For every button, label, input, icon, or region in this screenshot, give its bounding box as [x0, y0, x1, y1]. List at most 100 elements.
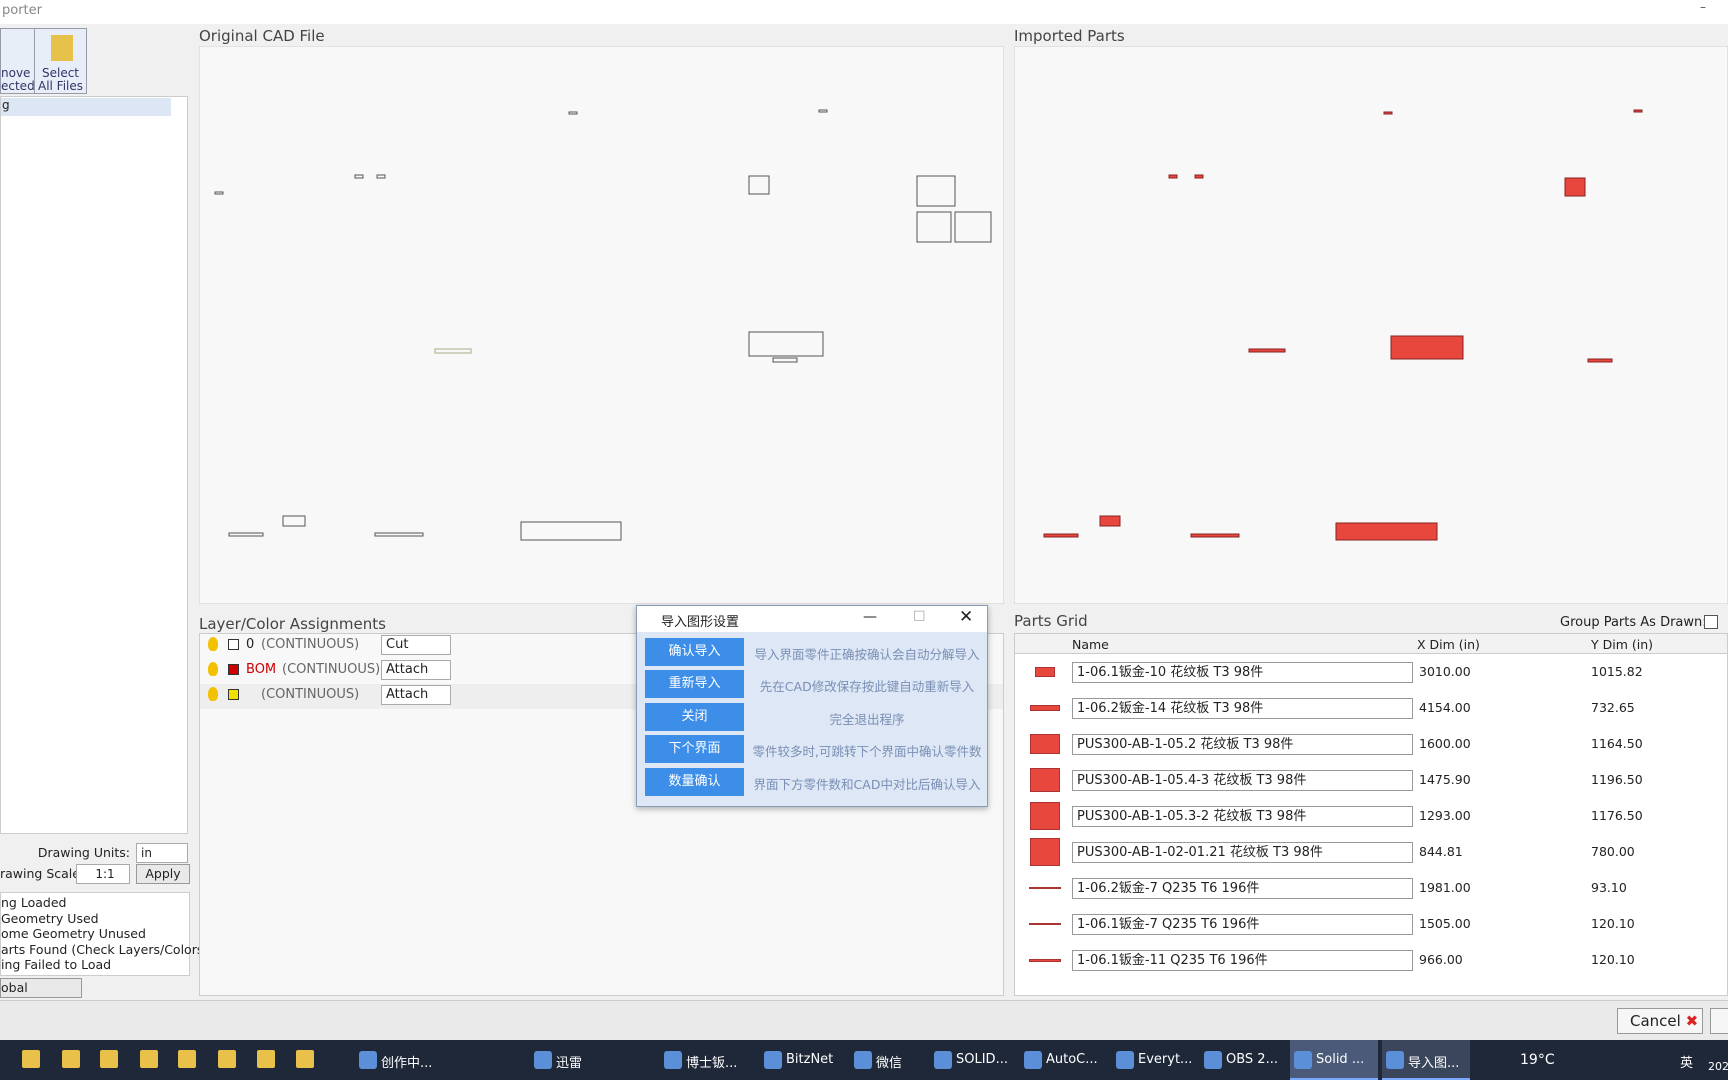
app-label: 创作中... — [381, 1056, 433, 1071]
pinned-icon[interactable] — [100, 1050, 118, 1068]
taskbar-app[interactable]: OBS 2... — [1200, 1040, 1288, 1080]
cancel-button[interactable]: Cancel ✖ — [1617, 1008, 1703, 1034]
x-dim: 1600.00 — [1419, 736, 1471, 751]
status-list: ng Loaded Geometry Used ome Geometry Unuse… — [0, 892, 208, 976]
minimize[interactable]: – — [1700, 0, 1706, 14]
status-item: ing Failed to Load — [1, 957, 112, 972]
taskbar-app[interactable]: 博士钣... — [660, 1040, 748, 1080]
group-label: Group Parts As Drawn: — [1560, 615, 1707, 630]
app-label: 迅雷 — [556, 1056, 583, 1071]
part-swatch — [1030, 705, 1060, 711]
part-swatch — [1030, 734, 1060, 754]
y-dim: 93.10 — [1591, 880, 1627, 895]
ok-button[interactable] — [1710, 1008, 1728, 1034]
apply-button[interactable]: Apply — [136, 864, 190, 884]
y-dim: 1196.50 — [1591, 772, 1643, 787]
bulb — [208, 662, 218, 676]
app-icon — [1386, 1051, 1404, 1069]
dialog-button[interactable]: 确认导入 — [645, 638, 744, 666]
units-label: Drawing Units: — [37, 845, 130, 860]
app-icon — [934, 1051, 952, 1069]
pane-title: Imported Parts — [1014, 27, 1125, 45]
pinned-icon[interactable] — [140, 1050, 158, 1068]
layer-name: 0 — [246, 637, 255, 652]
select-all-button[interactable]: Select All Files — [34, 28, 87, 94]
taskbar-app[interactable]: AutoC... — [1020, 1040, 1108, 1080]
part-name[interactable]: 1-06.1钣金-10 花纹板 T3 98件 — [1072, 662, 1413, 683]
scale-input[interactable]: 1:1 — [76, 864, 130, 884]
swatch — [228, 689, 239, 700]
taskbar-app[interactable]: 创作中... — [355, 1040, 443, 1080]
x-dim: 4154.00 — [1419, 700, 1471, 715]
file-item[interactable]: g — [1, 98, 171, 116]
app-icon — [854, 1051, 872, 1069]
section-title: Parts Grid — [1014, 612, 1088, 630]
action-select[interactable]: Cut — [381, 635, 451, 655]
y-dim: 1164.50 — [1591, 736, 1643, 751]
app-icon — [1204, 1051, 1222, 1069]
header-row — [1015, 634, 1727, 654]
part-swatch — [1029, 887, 1061, 889]
pinned-icon[interactable] — [257, 1050, 275, 1068]
label: nove ected — [1, 66, 35, 93]
pinned-icon[interactable] — [296, 1050, 314, 1068]
y-dim: 1015.82 — [1591, 664, 1643, 679]
part-name[interactable]: PUS300-AB-1-02-01.21 花纹板 T3 98件 — [1072, 842, 1413, 863]
x-dim: 1475.90 — [1419, 772, 1471, 787]
x-dim: 1293.00 — [1419, 808, 1471, 823]
remove-button[interactable]: nove ected — [0, 28, 40, 94]
y-dim: 780.00 — [1591, 844, 1635, 859]
pinned-icon[interactable] — [62, 1050, 80, 1068]
part-name[interactable]: PUS300-AB-1-05.4-3 花纹板 T3 98件 — [1072, 770, 1413, 791]
minimize[interactable]: — — [863, 609, 877, 625]
dialog-title-bar: 导入图形设置 — ☐ ✕ — [637, 606, 987, 632]
icon: ✖ — [1685, 1012, 1699, 1030]
taskbar-app[interactable]: SOLID... — [930, 1040, 1018, 1080]
taskbar-app[interactable]: Everyt... — [1112, 1040, 1200, 1080]
close[interactable]: ✕ — [959, 607, 974, 627]
app-label: 博士钣... — [686, 1056, 738, 1071]
taskbar-app[interactable]: Solid ... — [1290, 1040, 1378, 1080]
x-dim: 3010.00 — [1419, 664, 1471, 679]
maximize[interactable]: ☐ — [913, 609, 926, 625]
part-name[interactable]: 1-06.2钣金-14 花纹板 T3 98件 — [1072, 698, 1413, 719]
group-checkbox[interactable] — [1704, 615, 1718, 629]
linetype: (CONTINUOUS) — [282, 662, 381, 677]
status-item: ome Geometry Unused — [1, 926, 146, 941]
dialog-button[interactable]: 重新导入 — [645, 670, 744, 699]
bulb — [208, 687, 218, 701]
dialog-button[interactable]: 数量确认 — [645, 767, 744, 796]
action-select[interactable]: Attach — [381, 685, 451, 705]
part-name[interactable]: 1-06.1钣金-11 Q235 T6 196件 — [1072, 950, 1413, 971]
label: Select All Files — [35, 67, 86, 93]
taskbar-app[interactable]: 迅雷 — [530, 1040, 618, 1080]
units-select[interactable]: in — [136, 843, 188, 863]
swatch — [228, 639, 239, 650]
status-item: ng Loaded — [1, 895, 67, 910]
app-label: 微信 — [876, 1056, 903, 1071]
taskbar-app[interactable]: BitzNet — [760, 1040, 848, 1080]
pane-title: Original CAD File — [199, 27, 325, 45]
parts-grid: Name X Dim (in) Y Dim (in) 1-06.1钣金-10 花纹板 … — [1014, 633, 1728, 996]
ime: 英 — [1680, 1056, 1694, 1071]
dialog-button[interactable]: 关闭 — [645, 702, 744, 731]
l1: nove — [1, 66, 31, 80]
app-icon — [764, 1051, 782, 1069]
dialog-button[interactable]: 下个界面 — [645, 735, 744, 764]
part-name[interactable]: PUS300-AB-1-05.3-2 花纹板 T3 98件 — [1072, 806, 1413, 827]
parts-view — [1014, 46, 1728, 604]
footer: Cancel ✖ — [0, 1000, 1728, 1040]
column-header: Y Dim (in) — [1591, 637, 1654, 652]
taskbar-app[interactable]: 微信 — [850, 1040, 938, 1080]
app-icon — [359, 1051, 377, 1069]
action-select[interactable]: Attach — [381, 660, 451, 680]
taskbar-app[interactable]: 导入图... — [1382, 1040, 1470, 1080]
part-name[interactable]: 1-06.2钣金-7 Q235 T6 196件 — [1072, 878, 1413, 899]
part-name[interactable]: PUS300-AB-1-05.2 花纹板 T3 98件 — [1072, 734, 1413, 755]
pinned-icon[interactable] — [218, 1050, 236, 1068]
app-icon — [664, 1051, 682, 1069]
global-settings-button[interactable]: obal Settings — [0, 978, 82, 1013]
pinned-icon[interactable] — [22, 1050, 40, 1068]
pinned-icon[interactable] — [178, 1050, 196, 1068]
part-name[interactable]: 1-06.1钣金-7 Q235 T6 196件 — [1072, 914, 1413, 935]
